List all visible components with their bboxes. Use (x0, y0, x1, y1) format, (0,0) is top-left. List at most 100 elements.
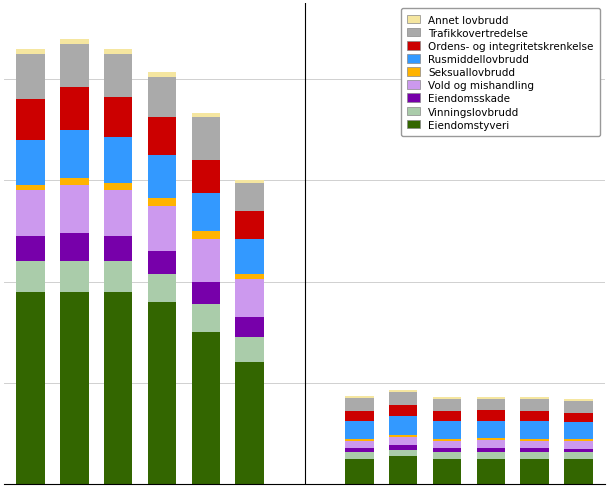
Bar (389, 437, 417, 446)
Bar (104, 183, 132, 191)
Bar (345, 439, 373, 441)
Bar (104, 50, 132, 55)
Bar (433, 400, 461, 411)
Bar (60, 45, 88, 88)
Bar (60, 292, 88, 484)
Bar (389, 392, 417, 405)
Bar (477, 441, 505, 448)
Bar (565, 439, 593, 442)
Bar (433, 459, 461, 484)
Bar (148, 252, 176, 274)
Bar (565, 442, 593, 449)
Bar (521, 459, 549, 484)
Bar (521, 411, 549, 421)
Bar (104, 237, 132, 262)
Bar (477, 411, 505, 421)
Bar (477, 438, 505, 441)
Bar (60, 130, 88, 179)
Bar (104, 98, 132, 138)
Bar (104, 191, 132, 237)
Bar (477, 397, 505, 399)
Bar (565, 449, 593, 452)
Bar (104, 292, 132, 484)
Bar (236, 280, 264, 317)
Bar (192, 305, 220, 332)
Bar (60, 262, 88, 292)
Bar (236, 363, 264, 484)
Bar (565, 413, 593, 422)
Bar (345, 397, 373, 399)
Bar (16, 55, 44, 100)
Bar (236, 181, 264, 183)
Bar (477, 459, 505, 484)
Bar (565, 401, 593, 413)
Bar (192, 114, 220, 118)
Bar (16, 292, 44, 484)
Bar (236, 211, 264, 239)
Bar (477, 421, 505, 438)
Bar (433, 448, 461, 452)
Bar (148, 118, 176, 156)
Bar (433, 411, 461, 421)
Bar (236, 317, 264, 338)
Bar (236, 183, 264, 211)
Bar (148, 274, 176, 302)
Bar (192, 239, 220, 282)
Bar (389, 435, 417, 437)
Legend: Annet lovbrudd, Trafikkovertredelse, Ordens- og integritetskrenkelse, Rusmiddell: Annet lovbrudd, Trafikkovertredelse, Ord… (401, 9, 600, 137)
Bar (345, 411, 373, 421)
Bar (16, 191, 44, 237)
Bar (60, 40, 88, 45)
Bar (477, 448, 505, 452)
Bar (236, 274, 264, 280)
Bar (521, 448, 549, 452)
Bar (16, 50, 44, 55)
Bar (521, 439, 549, 441)
Bar (148, 302, 176, 484)
Bar (16, 262, 44, 292)
Bar (148, 156, 176, 199)
Bar (389, 405, 417, 416)
Bar (345, 421, 373, 439)
Bar (192, 231, 220, 239)
Bar (433, 439, 461, 441)
Bar (565, 399, 593, 401)
Bar (104, 138, 132, 183)
Bar (104, 55, 132, 98)
Bar (433, 441, 461, 448)
Bar (565, 452, 593, 459)
Bar (521, 400, 549, 411)
Bar (565, 459, 593, 484)
Bar (345, 459, 373, 484)
Bar (521, 452, 549, 459)
Bar (148, 78, 176, 118)
Bar (389, 450, 417, 456)
Bar (389, 390, 417, 392)
Bar (60, 186, 88, 234)
Bar (521, 398, 549, 400)
Bar (521, 421, 549, 439)
Bar (345, 441, 373, 448)
Bar (477, 399, 505, 411)
Bar (521, 441, 549, 448)
Bar (565, 422, 593, 439)
Bar (60, 88, 88, 130)
Bar (389, 416, 417, 435)
Bar (345, 448, 373, 452)
Bar (148, 199, 176, 206)
Bar (16, 100, 44, 141)
Bar (345, 452, 373, 459)
Bar (192, 194, 220, 231)
Bar (192, 332, 220, 484)
Bar (192, 161, 220, 194)
Bar (104, 262, 132, 292)
Bar (16, 237, 44, 262)
Bar (192, 118, 220, 161)
Bar (148, 73, 176, 78)
Bar (148, 206, 176, 252)
Bar (60, 234, 88, 262)
Bar (236, 239, 264, 274)
Bar (389, 446, 417, 450)
Bar (192, 282, 220, 305)
Bar (433, 421, 461, 439)
